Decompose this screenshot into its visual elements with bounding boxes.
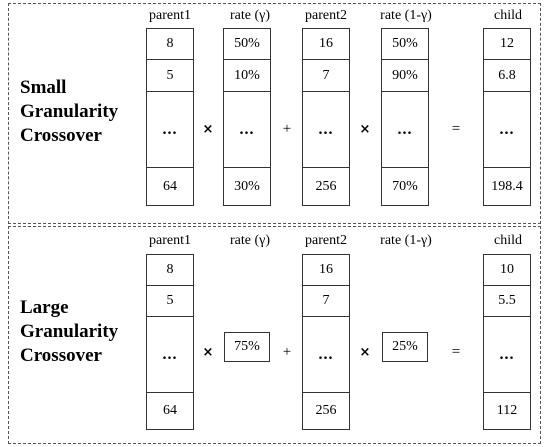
equals-operator: = [451,121,461,137]
parent2-cell: 16 [303,255,349,286]
parent2-cell: 256 [315,403,337,418]
header-parent2: parent2 [305,8,347,23]
parent1-ellipsis: ... [147,317,193,393]
rate-gamma-ellipsis: ... [224,92,270,168]
parent1-cell: 8 [147,29,193,60]
rate-one-minus-gamma-box: 25% [382,332,428,362]
child-ellipsis: ... [484,317,530,393]
rate-one-minus-gamma-ellipsis: ... [382,92,428,168]
header-parent1: parent1 [149,233,191,248]
header-rate-one-minus-gamma: rate (1-γ) [380,233,432,248]
small-granularity-panel [8,3,541,224]
plus-operator: + [282,121,292,137]
multiply-operator: × [359,122,371,137]
small-granularity-title: Small Granularity Crossover [20,77,119,146]
parent2-column: 16 7 ... 256 [302,254,350,430]
child-cell: 10 [484,255,530,286]
header-rate-one-minus-gamma: rate (1-γ) [380,8,432,23]
parent2-cell: 256 [315,178,337,194]
header-child: child [494,233,522,248]
multiply-operator: × [202,345,214,360]
rate-one-minus-gamma-cell: 70% [392,178,418,194]
header-rate-gamma: rate (γ) [230,233,270,248]
child-cell: 5.5 [484,286,530,317]
header-parent2: parent2 [305,233,347,248]
parent2-cell: 7 [303,286,349,317]
large-granularity-title: Large Granularity Crossover [20,297,119,366]
child-cell: 198.4 [491,178,523,194]
parent1-cell: 5 [147,286,193,317]
parent2-column: 16 7 ... 256 [302,28,350,206]
multiply-operator: × [359,345,371,360]
parent1-column: 8 5 ... 64 [146,28,194,206]
child-column: 12 6.8 ... 198.4 [483,28,531,206]
parent1-ellipsis: ... [147,92,193,168]
header-parent1: parent1 [149,8,191,23]
parent1-cell: 5 [147,60,193,92]
child-cell: 12 [484,29,530,60]
child-column: 10 5.5 ... 112 [483,254,531,430]
parent1-cell: 8 [147,255,193,286]
plus-operator: + [282,344,292,360]
rate-one-minus-gamma-cell: 50% [382,29,428,60]
multiply-operator: × [202,122,214,137]
rate-one-minus-gamma-cell: 90% [382,60,428,92]
parent2-cell: 16 [303,29,349,60]
parent2-cell: 7 [303,60,349,92]
rate-gamma-box: 75% [224,332,270,362]
rate-gamma-cell: 30% [234,178,260,194]
rate-one-minus-gamma-column: 50% 90% ... 70% [381,28,429,206]
rate-gamma-cell: 50% [224,29,270,60]
rate-gamma-column: 50% 10% ... 30% [223,28,271,206]
parent1-cell: 64 [163,403,177,418]
header-child: child [494,8,522,23]
header-rate-gamma: rate (γ) [230,8,270,23]
equals-operator: = [451,344,461,360]
large-granularity-panel [8,226,541,444]
child-cell: 112 [496,403,518,418]
parent1-cell: 64 [163,178,177,194]
child-cell: 6.8 [484,60,530,92]
rate-gamma-cell: 10% [224,60,270,92]
parent2-ellipsis: ... [303,317,349,393]
parent2-ellipsis: ... [303,92,349,168]
child-ellipsis: ... [484,92,530,168]
parent1-column: 8 5 ... 64 [146,254,194,430]
